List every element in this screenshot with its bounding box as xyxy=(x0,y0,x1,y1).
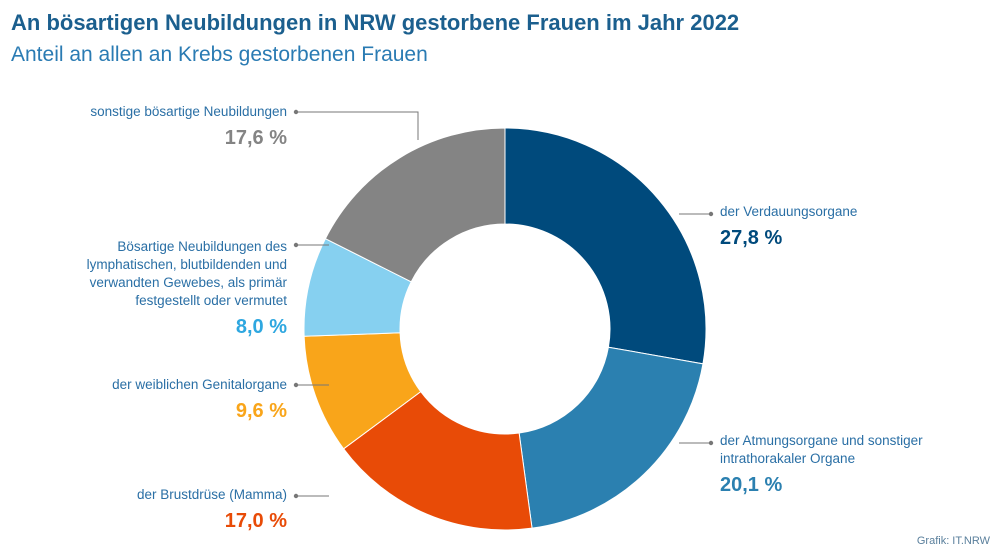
slice-verdauungsorgane xyxy=(504,127,707,365)
label-verdauungsorgane-value: 27,8 % xyxy=(720,227,783,249)
slice-brustdruese xyxy=(342,390,533,531)
leader-dot-verdauungsorgane xyxy=(708,211,714,217)
label-brustdruese: der Brustdrüse (Mamma) 17,0 % xyxy=(55,486,287,534)
leader-dot-lymphatisch xyxy=(293,242,299,248)
leader-line-sonstige xyxy=(296,111,419,140)
chart-subtitle: Anteil an allen an Krebs gestorbenen Fra… xyxy=(11,43,428,66)
leader-dot-brustdruese xyxy=(293,493,299,499)
label-lymphatisch-value: 8,0 % xyxy=(235,316,287,338)
slice-sonstige xyxy=(324,127,506,283)
leader-lines xyxy=(293,109,714,499)
label-genitalorgane: der weiblichen Genitalorgane 9,6 % xyxy=(55,376,287,424)
slice-atmungsorgane xyxy=(518,346,704,529)
source-credit: Grafik: IT.NRW xyxy=(916,535,990,547)
chart-title: An bösartigen Neubildungen in NRW gestor… xyxy=(11,10,740,35)
label-lymphatisch: Bösartige Neubildungen des lymphatischen… xyxy=(40,238,287,340)
label-atmungsorgane-text: der Atmungsorgane und sonstiger intratho… xyxy=(720,433,923,466)
label-atmungsorgane-value: 20,1 % xyxy=(720,474,783,496)
label-brustdruese-value: 17,0 % xyxy=(224,510,287,532)
donut-slices xyxy=(303,127,707,531)
label-lymphatisch-text: Bösartige Neubildungen des lymphatischen… xyxy=(86,239,287,308)
label-genitalorgane-text: der weiblichen Genitalorgane xyxy=(112,377,287,392)
label-verdauungsorgane-text: der Verdauungsorgane xyxy=(720,204,858,219)
label-sonstige-text: sonstige bösartige Neubildungen xyxy=(90,104,287,119)
leader-dot-sonstige xyxy=(293,109,299,115)
leader-dot-genitalorgane xyxy=(293,382,299,388)
label-sonstige-value: 17,6 % xyxy=(224,127,287,149)
label-sonstige: sonstige bösartige Neubildungen 17,6 % xyxy=(40,103,287,151)
leader-dot-atmungsorgane xyxy=(708,440,714,446)
label-brustdruese-text: der Brustdrüse (Mamma) xyxy=(136,487,287,502)
label-verdauungsorgane: der Verdauungsorgane 27,8 % xyxy=(720,203,950,251)
label-atmungsorgane: der Atmungsorgane und sonstiger intratho… xyxy=(720,432,965,498)
label-genitalorgane-value: 9,6 % xyxy=(235,400,287,422)
